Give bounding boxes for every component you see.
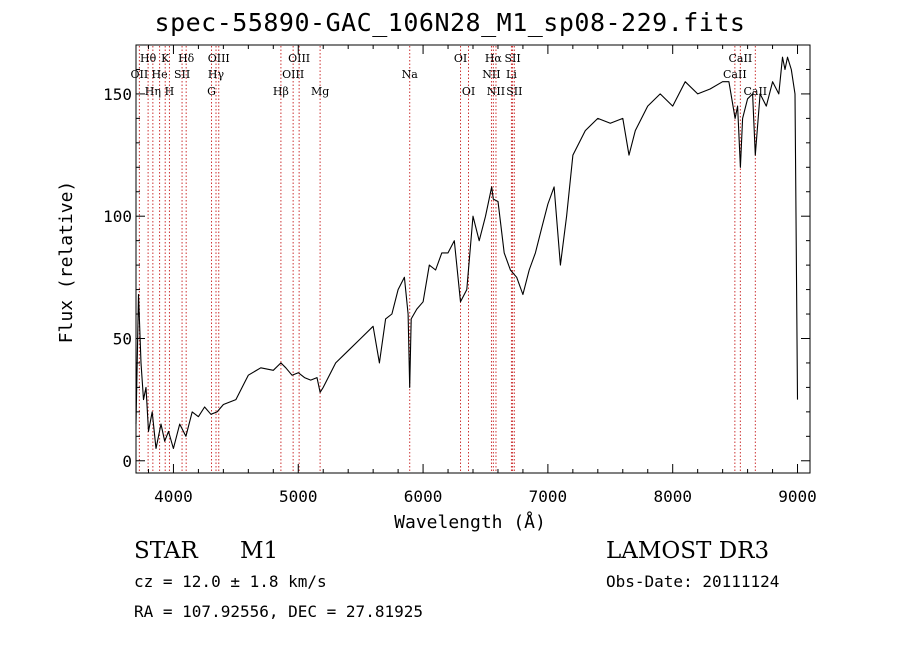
line-marker-label-25: CaII	[723, 68, 747, 81]
line-marker-label-16: OI	[454, 52, 467, 65]
marker-labels-layer: Hθ OII Hη He K H SII Hδ OIII Hγ G Hβ OIII OIII Mg Na OI O…	[131, 52, 768, 98]
x-tick-label-0: 4000	[154, 487, 193, 506]
coordinates-text: RA = 107.92556, DEC = 27.81925	[134, 602, 423, 621]
y-axis-label: Flux (relative)	[56, 181, 77, 344]
line-marker-label-0: Hθ	[140, 52, 157, 65]
chart-title: spec-55890-GAC_106N28_M1_sp08-229.fits	[154, 8, 746, 37]
plot-frame	[135, 44, 811, 474]
line-marker-label-15: Na	[402, 68, 419, 81]
y-tick-label-0: 0	[122, 452, 132, 471]
line-marker-label-18: Hα	[485, 52, 503, 65]
line-marker-label-6: SII	[174, 68, 190, 81]
line-marker-label-1: OII	[131, 68, 149, 81]
x-tick-label-4: 8000	[653, 487, 692, 506]
obs-date-text: Obs-Date: 20111124	[606, 572, 780, 591]
y-tick-label-2: 100	[103, 207, 132, 226]
line-marker-label-11: Hβ	[273, 85, 289, 98]
x-tick-label-5: 9000	[778, 487, 817, 506]
axes-layer	[135, 44, 811, 474]
object-class: STAR	[134, 538, 198, 564]
line-marker-label-7: Hδ	[178, 52, 195, 65]
line-marker-label-21: SII	[504, 52, 520, 65]
line-marker-label-23: SII	[506, 85, 522, 98]
line-marker-label-24: CaII	[729, 52, 753, 65]
line-marker-label-26: CaII	[743, 85, 767, 98]
survey-name: LAMOST DR3	[606, 538, 770, 564]
redshift-text: cz = 12.0 ± 1.8 km/s	[134, 572, 327, 591]
line-marker-label-2: Hη	[145, 85, 161, 98]
line-marker-label-17: OI	[462, 85, 475, 98]
ticks-layer: 4000 5000 6000 7000 8000 9000 0 50 100 150	[103, 45, 817, 506]
object-subclass: M1	[240, 538, 279, 564]
line-marker-label-13: OIII	[282, 68, 304, 81]
line-marker-label-20: NII	[487, 85, 505, 98]
x-tick-label-1: 5000	[279, 487, 318, 506]
y-tick-label-1: 50	[113, 329, 132, 348]
line-marker-label-22: Li	[506, 68, 517, 81]
line-marker-label-9: Hγ	[208, 68, 225, 81]
line-marker-label-3: He	[152, 68, 168, 81]
line-marker-label-12: OIII	[288, 52, 310, 65]
x-tick-label-2: 6000	[404, 487, 443, 506]
line-marker-label-14: Mg	[311, 85, 329, 98]
line-marker-label-8: OIII	[208, 52, 230, 65]
spectrum-line	[135, 56, 799, 450]
line-marker-label-10: G	[207, 85, 216, 98]
series-layer	[135, 56, 799, 450]
x-tick-label-3: 7000	[529, 487, 568, 506]
line-marker-label-5: H	[165, 85, 175, 98]
y-tick-label-3: 150	[103, 85, 132, 104]
line-markers-layer	[138, 46, 756, 472]
x-axis-label: Wavelength (Å)	[394, 511, 546, 533]
line-marker-label-19: NII	[482, 68, 500, 81]
line-marker-label-4: K	[161, 52, 170, 65]
